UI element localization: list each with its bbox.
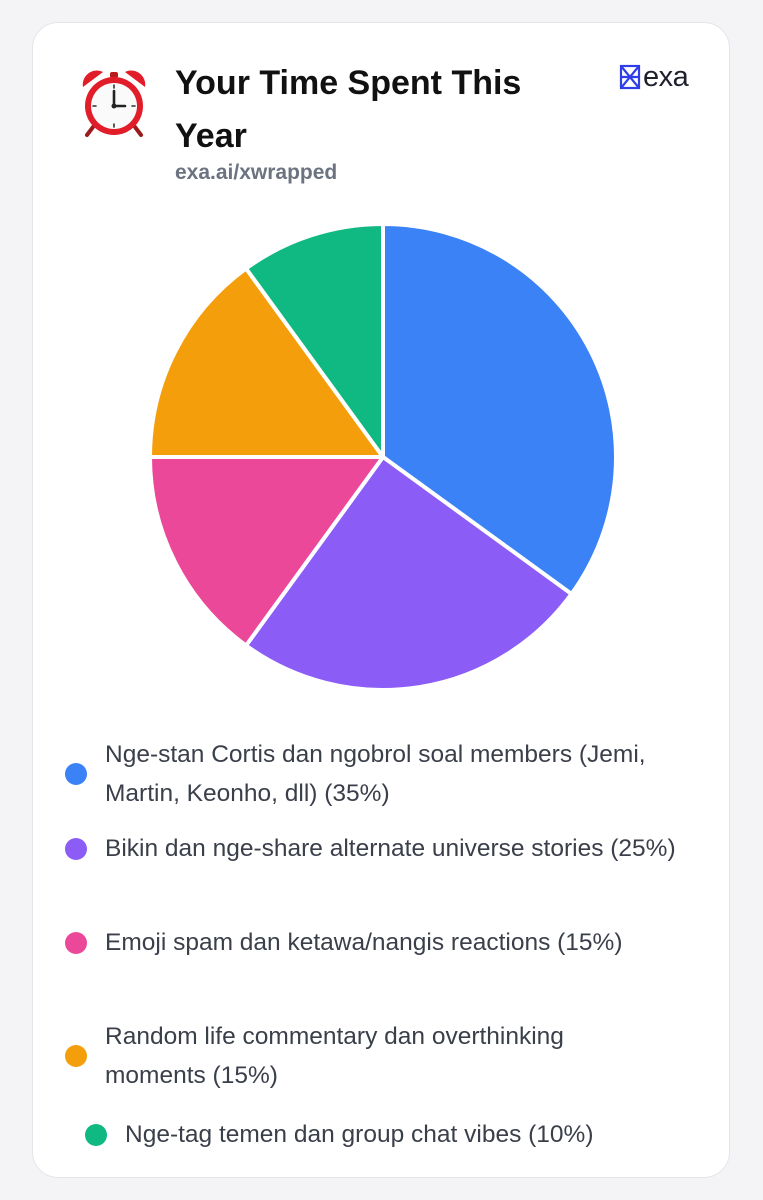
legend-label: Nge-stan Cortis dan ngobrol soal members… [105, 741, 646, 807]
legend-label: Random life commentary dan overthinking … [105, 1023, 564, 1089]
card-subtitle-link[interactable]: exa.ai/xwrapped [175, 161, 338, 184]
pie-slice-1 [381, 222, 618, 596]
time-spent-card: Your Time Spent This Year exa.ai/xwrappe… [32, 22, 730, 1178]
legend-label: Nge-tag temen dan group chat vibes (10%) [125, 1121, 594, 1148]
legend-color-dot [65, 763, 87, 785]
legend-item: Nge-tag temen dan group chat vibes (10%) [85, 1115, 725, 1154]
legend-label: Bikin dan nge-share alternate universe s… [105, 835, 676, 862]
pie-chart [148, 222, 618, 692]
card-title: Your Time Spent This Year [175, 64, 522, 155]
pie-slice-5 [244, 222, 385, 459]
pie-slice-4 [148, 266, 385, 459]
legend-label: Emoji spam dan ketawa/nangis reactions (… [105, 929, 623, 956]
legend-item: Emoji spam dan ketawa/nangis reactions (… [65, 923, 665, 962]
legend-item: Bikin dan nge-share alternate universe s… [65, 829, 705, 868]
legend-item: Random life commentary dan overthinking … [65, 1017, 665, 1095]
pie-slice-2 [244, 455, 574, 692]
legend-color-dot [65, 931, 87, 954]
pie-slice-3 [148, 455, 385, 648]
legend-color-dot [65, 837, 87, 860]
exa-logo-text: exa [643, 61, 689, 93]
legend-color-dot [65, 1045, 87, 1067]
exa-logo: exa [619, 61, 689, 93]
legend-item: Nge-stan Cortis dan ngobrol soal members… [65, 735, 665, 813]
legend-color-dot [85, 1123, 107, 1146]
alarm-clock-icon [82, 70, 146, 137]
exa-logo-icon [619, 64, 641, 90]
